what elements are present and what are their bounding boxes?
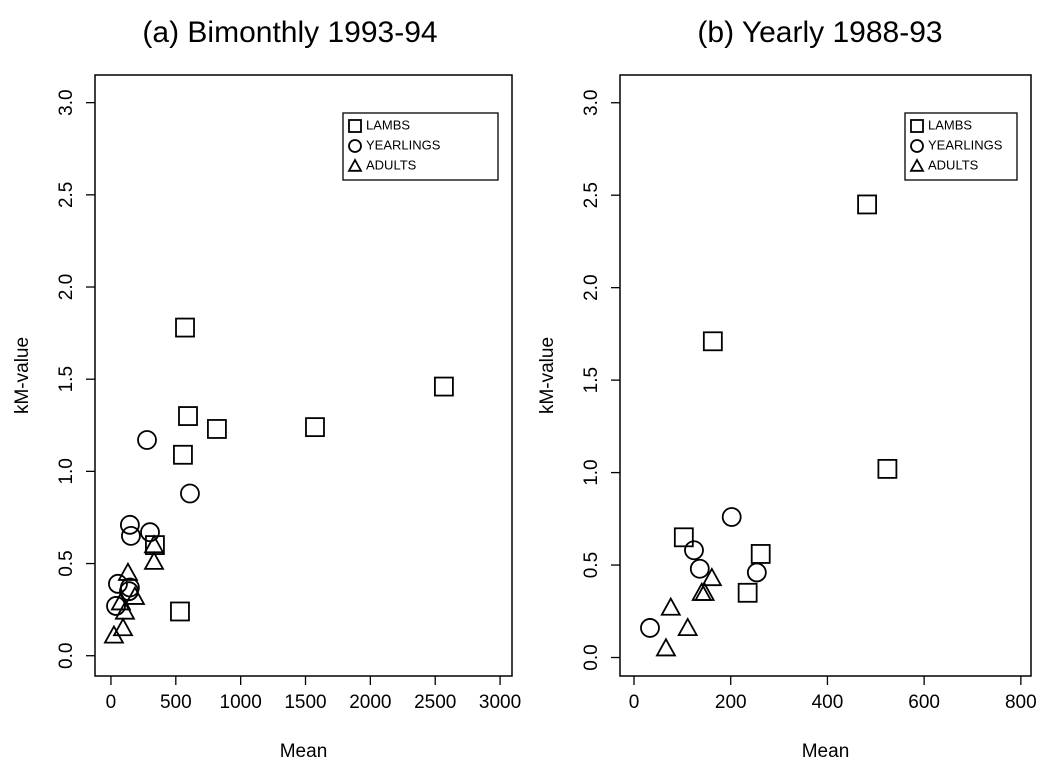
x-tick-label: 500 xyxy=(160,692,192,713)
legend-label: ADULTS xyxy=(366,157,417,172)
chart-title: (b) Yearly 1988-93 xyxy=(697,16,942,49)
legend-label: LAMBS xyxy=(366,117,410,132)
point xyxy=(305,417,325,438)
point xyxy=(103,624,125,644)
point xyxy=(178,406,198,426)
y-tick-label: 0.5 xyxy=(56,550,77,576)
x-tick-label: 600 xyxy=(908,692,940,713)
x-tick-label: 800 xyxy=(1005,692,1037,713)
point xyxy=(119,577,140,598)
y-tick-label: 2.5 xyxy=(581,182,602,208)
chart-title: (a) Bimonthly 1993-94 xyxy=(142,16,437,49)
y-tick-label: 2.0 xyxy=(581,274,602,300)
point xyxy=(137,430,157,450)
legend-marker xyxy=(348,139,362,153)
point xyxy=(112,617,134,637)
point xyxy=(702,331,723,352)
point xyxy=(684,540,704,561)
point xyxy=(691,581,713,601)
legend-marker xyxy=(910,119,924,133)
y-axis-label: kM-value xyxy=(12,337,33,414)
y-tick-label: 0.0 xyxy=(581,644,602,670)
point xyxy=(124,585,146,605)
plot-frame xyxy=(94,74,513,677)
x-tick-label: 3000 xyxy=(479,692,521,713)
point xyxy=(180,483,200,504)
x-tick-label: 2000 xyxy=(349,692,391,713)
y-axis-label: kM-value xyxy=(537,337,558,414)
point xyxy=(721,507,742,527)
point xyxy=(694,581,716,601)
legend-marker xyxy=(909,158,925,172)
point xyxy=(701,567,723,587)
point xyxy=(677,617,699,637)
x-axis-label: Mean xyxy=(802,741,850,762)
point xyxy=(121,525,141,546)
point xyxy=(689,558,710,579)
point xyxy=(640,618,660,638)
point xyxy=(108,573,128,594)
y-tick-label: 1.5 xyxy=(56,366,77,392)
point xyxy=(660,596,682,616)
point xyxy=(140,522,160,543)
x-tick-label: 1000 xyxy=(220,692,262,713)
point xyxy=(434,376,454,397)
point xyxy=(877,458,898,479)
legend-marker xyxy=(910,139,924,153)
point xyxy=(114,600,136,620)
point xyxy=(857,194,877,215)
x-tick-label: 0 xyxy=(629,692,640,713)
y-tick-label: 1.0 xyxy=(56,458,77,484)
y-tick-label: 2.0 xyxy=(56,274,77,300)
y-tick-label: 2.5 xyxy=(56,182,77,208)
point xyxy=(750,544,771,564)
point xyxy=(117,561,139,581)
y-tick-label: 0.0 xyxy=(56,643,77,669)
x-tick-label: 200 xyxy=(715,692,747,713)
y-tick-label: 3.0 xyxy=(581,90,602,116)
legend-label: YEARLINGS xyxy=(366,137,441,152)
point xyxy=(173,444,193,465)
point xyxy=(207,419,227,439)
point xyxy=(737,582,758,603)
point xyxy=(119,514,140,535)
point xyxy=(175,317,195,338)
legend-label: YEARLINGS xyxy=(928,137,1003,152)
y-tick-label: 1.5 xyxy=(581,367,602,393)
point xyxy=(143,534,165,554)
point xyxy=(143,550,165,570)
point xyxy=(106,596,126,616)
y-tick-label: 3.0 xyxy=(56,89,77,115)
y-tick-label: 0.5 xyxy=(581,552,602,578)
legend-label: ADULTS xyxy=(928,157,979,172)
x-tick-label: 400 xyxy=(812,692,844,713)
point xyxy=(170,601,190,622)
point xyxy=(655,637,677,657)
x-tick-label: 2500 xyxy=(414,692,456,713)
legend-marker xyxy=(347,158,363,172)
x-tick-label: 0 xyxy=(106,692,117,713)
point xyxy=(746,562,767,583)
plot-frame xyxy=(619,74,1032,677)
point xyxy=(673,527,694,548)
x-axis-label: Mean xyxy=(280,741,328,762)
legend-box xyxy=(342,112,499,181)
legend-marker xyxy=(348,119,362,133)
legend-label: LAMBS xyxy=(928,117,972,132)
y-tick-label: 1.0 xyxy=(581,459,602,485)
x-tick-label: 1500 xyxy=(284,692,326,713)
